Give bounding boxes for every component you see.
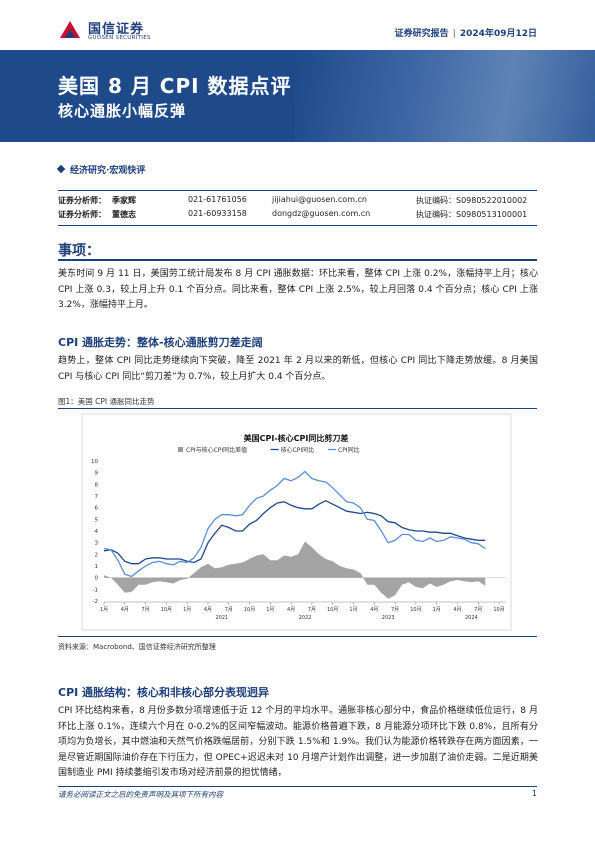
x-tick-label: 4月 (121, 607, 129, 613)
chart-legend: CPI与核心CPI同比差值 核心CPI同比 CPI同比 (178, 446, 360, 454)
analyst-name: 季家辉 (112, 196, 136, 205)
x-tick-label: 4月 (287, 607, 295, 613)
paragraph-trend: 趋势上，整体 CPI 同比走势继续向下突破，降至 2021 年 2 月以来的新低… (58, 356, 538, 382)
analyst-row: 证券分析师： 季家辉 021-61761056 jijiahui@guosen.… (58, 195, 537, 209)
divider (58, 225, 537, 226)
x-tick-label: 4月 (370, 607, 378, 613)
chart-plot-frame (81, 413, 512, 631)
report-date: 2024年09月12日 (459, 29, 537, 39)
logo-text-cn: 国信证券 (88, 22, 145, 37)
figure-source: 资料来源：Macrobond、国信证券经济研究所整理 (58, 643, 216, 651)
y-tick-label: 8 (95, 482, 99, 488)
y-tick-label: 5 (95, 517, 99, 523)
analyst-phone: 021-60933158 (188, 209, 247, 218)
x-tick-label: 4月 (453, 607, 461, 613)
x-tick-label: 7月 (225, 607, 233, 613)
y-tick-label: -1 (93, 587, 98, 593)
analyst-phone: 021-61761056 (188, 195, 247, 204)
series-cpi-line (103, 470, 486, 578)
legend-swatch (178, 447, 183, 452)
report-subtitle: 核心通胀小幅反弹 (58, 102, 187, 120)
paragraph-structure: CPI 环比结构来看，8 月份多数分项增速低于近 12 个月的平均水平。通胀非核… (58, 706, 538, 778)
paragraph-matter: 美东时间 9 月 11 日，美国劳工统计局发布 8 月 CPI 通胀数据：环比来… (58, 269, 538, 310)
y-tick-label: 9 (95, 471, 99, 477)
footer-rule (58, 786, 537, 787)
analyst-label: 证券分析师： (58, 210, 106, 219)
divider (58, 190, 537, 191)
x-tick-label: 10月 (410, 607, 421, 613)
report-title: 美国 8 月 CPI 数据点评 (58, 74, 292, 98)
legend-label: 核心CPI同比 (281, 446, 315, 454)
y-tick-label: 4 (95, 529, 99, 535)
x-tick-label: 4月 (204, 607, 212, 613)
y-tick-label: 10 (91, 459, 98, 465)
logo: 国信证券 GUOSEN SECURITIES (58, 16, 188, 46)
analyst-name: 董德志 (112, 210, 136, 219)
title-banner (0, 50, 595, 142)
report-meta: 证券研究报告 | 2024年09月12日 (394, 29, 537, 39)
banner-decoration (295, 50, 595, 142)
y-tick-label: 0 (95, 576, 99, 582)
x-year-label: 2022 (299, 615, 312, 621)
x-tick-label: 10月 (244, 607, 255, 613)
x-tick-label: 7月 (308, 607, 316, 613)
y-tick-label: -2 (93, 599, 98, 605)
section-rule (58, 259, 537, 261)
analyst-email[interactable]: jijiahui@guosen.com.cn (272, 195, 367, 204)
analyst-cert: 执证编码：S0980522010002 (416, 196, 528, 205)
series-core-cpi-line (103, 499, 486, 565)
logo-text-en: GUOSEN SECURITIES (88, 35, 151, 41)
x-tick-label: 10月 (493, 607, 504, 613)
x-tick-label: 1月 (433, 607, 441, 613)
chart-title: 美国CPI-核心CPI同比剪刀差 (244, 433, 349, 443)
x-tick-label: 7月 (391, 607, 399, 613)
x-tick-label: 1月 (349, 607, 357, 613)
x-tick-label: 10月 (327, 607, 338, 613)
disclaimer-note: 请务必阅读正文之后的免责声明及其项下所有内容 (58, 790, 223, 799)
analyst-row: 证券分析师： 董德志 021-60933158 dongdz@guosen.co… (58, 209, 537, 223)
report-type: 证券研究报告 (394, 29, 449, 39)
analyst-email[interactable]: dongdz@guosen.com.cn (272, 209, 371, 218)
page-number: 1 (531, 789, 537, 798)
analyst-label: 证券分析师： (58, 196, 106, 205)
y-tick-label: 3 (95, 541, 99, 547)
breadcrumb: 经济研究·宏观快评 (56, 163, 146, 176)
series-diff-area (104, 541, 486, 599)
chart-x-axis: 1月 4月 7月 10月 1月 4月 7月 10月 1月 4月 7月 10月 1月 4月 7月 10月 1月 4月… (100, 601, 506, 621)
cpi-chart: 美国CPI-核心CPI同比剪刀差 CPI与核心CPI同比差值 核心CPI同比 CPI… (81, 413, 512, 631)
figure-caption: 图1：美国 CPI 通胀同比走势 (58, 397, 155, 406)
section-heading-structure: CPI 通胀结构：核心和非核心部分表现迥异 (58, 686, 270, 699)
x-year-label: 2023 (382, 615, 395, 621)
analyst-cert: 执证编码：S0980513100001 (416, 210, 528, 219)
x-tick-label: 1月 (100, 607, 108, 613)
y-tick-label: 7 (95, 494, 99, 500)
x-tick-label: 10月 (161, 607, 172, 613)
logo-icon (60, 21, 80, 38)
x-year-label: 2021 (215, 615, 228, 621)
breadcrumb-text: 经济研究·宏观快评 (70, 166, 146, 176)
diamond-icon (56, 164, 66, 174)
x-tick-label: 1月 (183, 607, 191, 613)
section-heading-matter: 事项： (58, 243, 100, 259)
legend-label: CPI同比 (338, 446, 360, 454)
section-heading-trend: CPI 通胀走势：整体-核心通胀剪刀差走阔 (58, 336, 263, 349)
figure-frame: 美国CPI-核心CPI同比剪刀差 CPI与核心CPI同比差值 核心CPI同比 CPI… (58, 408, 537, 637)
y-tick-label: 1 (95, 564, 99, 570)
y-tick-label: 2 (95, 552, 99, 558)
legend-label: CPI与核心CPI同比差值 (186, 446, 247, 454)
x-tick-label: 1月 (266, 607, 274, 613)
y-tick-label: 6 (95, 506, 99, 512)
x-year-label: 2024 (465, 615, 478, 621)
x-tick-label: 7月 (141, 607, 149, 613)
x-tick-label: 7月 (474, 607, 482, 613)
